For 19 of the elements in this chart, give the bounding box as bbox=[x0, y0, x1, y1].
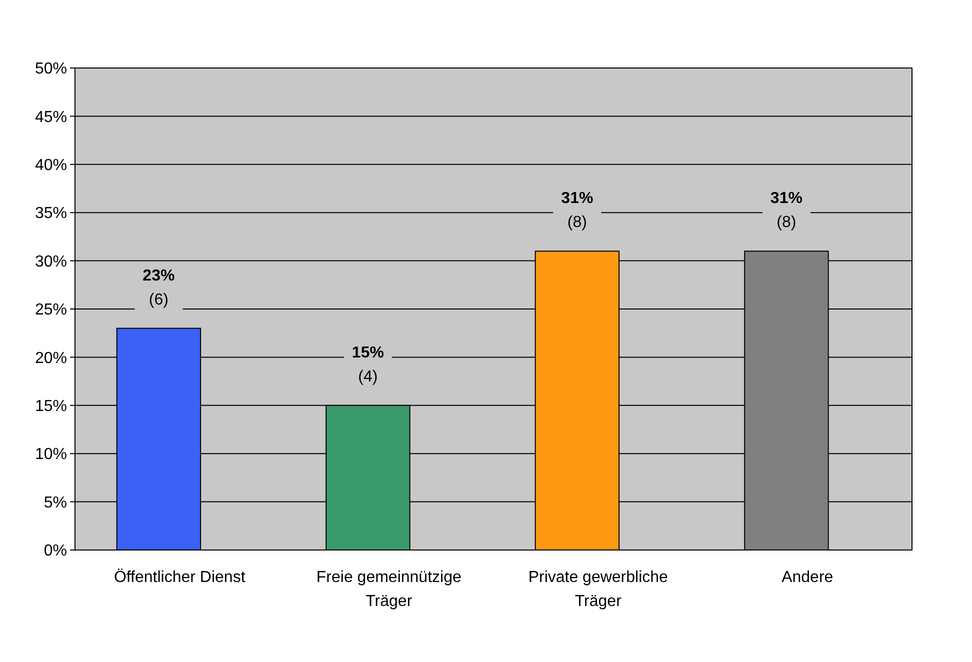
y-tick-label: 5% bbox=[44, 494, 67, 512]
x-tick-label: Private gewerbliche Träger bbox=[528, 569, 668, 610]
y-tick-label: 45% bbox=[34, 108, 67, 126]
x-tick-label: Öffentlicher Dienst bbox=[114, 568, 246, 586]
y-tick-label: 15% bbox=[34, 398, 67, 415]
data-label: 31% (8) bbox=[561, 190, 594, 232]
y-tick-label: 40% bbox=[34, 157, 67, 174]
data-label: 31% (8) bbox=[770, 190, 802, 232]
y-tick-label: 50% bbox=[34, 60, 67, 78]
data-label: 15% (4) bbox=[352, 344, 384, 386]
x-tick-label: Freie gemeinnützige Träger bbox=[316, 569, 462, 610]
y-tick-label: 0% bbox=[44, 542, 67, 560]
y-tick-label: 10% bbox=[34, 446, 67, 464]
y-tick-label: 20% bbox=[34, 350, 67, 367]
y-tick-label: 35% bbox=[34, 205, 67, 222]
y-tick-label: 30% bbox=[34, 253, 67, 270]
y-tick-label: 25% bbox=[34, 302, 67, 319]
data-label: 23% (6) bbox=[142, 267, 175, 308]
x-tick-label: Andere bbox=[782, 569, 834, 586]
